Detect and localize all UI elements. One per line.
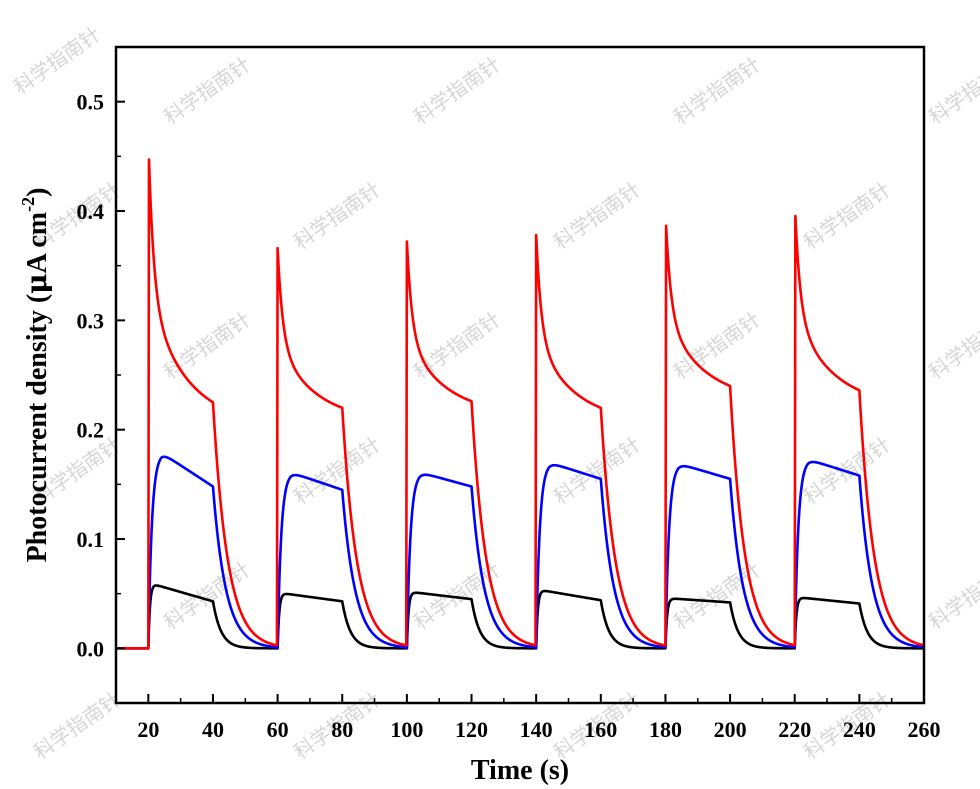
x-axis-title: Time (s) xyxy=(471,755,569,786)
watermark-text: 科学指南针 xyxy=(924,557,980,634)
x-tick-label: 160 xyxy=(584,717,617,742)
x-tick-label: 240 xyxy=(843,717,876,742)
watermark-text: 科学指南针 xyxy=(669,52,765,129)
y-axis-title-sup: -2 xyxy=(18,197,38,212)
y-axis-title-close: ) xyxy=(22,188,53,197)
watermark-text: 科学指南针 xyxy=(409,52,505,129)
x-tick-label: 140 xyxy=(520,717,553,742)
x-tick-label: 180 xyxy=(649,717,682,742)
watermark-text: 科学指南针 xyxy=(159,557,255,634)
x-tick-label: 220 xyxy=(778,717,811,742)
x-tick-label: 100 xyxy=(390,717,423,742)
watermark-text: 科学指南针 xyxy=(924,307,980,384)
y-axis-title-unit: A cm xyxy=(22,212,53,273)
y-tick-label: 0.2 xyxy=(77,418,105,443)
watermark-text: 科学指南针 xyxy=(159,52,255,129)
watermark-text: 科学指南针 xyxy=(409,307,505,384)
y-axis-title-mu: μ xyxy=(20,273,53,294)
watermark-text: 科学指南针 xyxy=(289,177,385,254)
series-layer xyxy=(115,158,925,650)
tick-layer: 20 40 60 80 100 120 140 160 180 200 220 240 260 0.0 0.… xyxy=(77,46,941,742)
watermark-text: 科学指南针 xyxy=(9,22,105,99)
watermark-text: 科学指南针 xyxy=(409,557,505,634)
watermark-text: 科学指南针 xyxy=(289,432,385,509)
y-tick-label: 0.0 xyxy=(77,636,105,661)
series-line-3 xyxy=(115,158,925,650)
watermark-text: 科学指南针 xyxy=(549,177,645,254)
watermark-text: 科学指南针 xyxy=(799,177,895,254)
series-line-1 xyxy=(115,584,925,650)
watermark-text: 科学指南针 xyxy=(924,52,980,129)
x-tick-label: 60 xyxy=(267,717,289,742)
y-tick-label: 0.4 xyxy=(77,199,105,224)
y-tick-label: 0.1 xyxy=(77,527,105,552)
x-tick-label: 20 xyxy=(137,717,159,742)
y-axis-title-main: Photocurrent density ( xyxy=(22,294,53,563)
watermark-text: 科学指南针 xyxy=(549,432,645,509)
y-axis-title: Photocurrent density (μA cm-2) xyxy=(18,188,53,563)
x-tick-label: 40 xyxy=(202,717,224,742)
x-tick-label: 200 xyxy=(714,717,747,742)
y-tick-label: 0.3 xyxy=(77,308,105,333)
y-tick-label: 0.5 xyxy=(77,90,105,115)
x-tick-label: 260 xyxy=(908,717,941,742)
watermark-text: 科学指南针 xyxy=(159,307,255,384)
series-line-2 xyxy=(115,455,925,650)
x-tick-label: 120 xyxy=(455,717,488,742)
watermark-text: 科学指南针 xyxy=(29,687,125,764)
watermark-text: 科学指南针 xyxy=(669,557,765,634)
x-tick-label: 80 xyxy=(331,717,353,742)
